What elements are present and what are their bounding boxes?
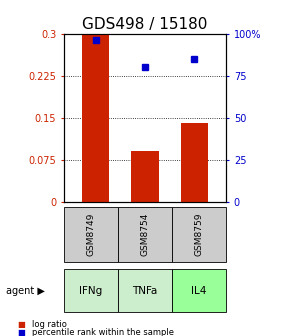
Text: GSM8754: GSM8754: [140, 213, 150, 256]
Text: percentile rank within the sample: percentile rank within the sample: [32, 328, 174, 336]
Text: ■: ■: [17, 328, 25, 336]
Text: IL4: IL4: [191, 286, 207, 296]
Text: log ratio: log ratio: [32, 320, 67, 329]
Bar: [131, 151, 159, 202]
Bar: [181, 123, 208, 202]
Text: GSM8759: GSM8759: [195, 213, 204, 256]
Bar: [82, 34, 109, 202]
Text: GSM8749: GSM8749: [86, 213, 95, 256]
Text: agent ▶: agent ▶: [6, 286, 45, 296]
Text: IFNg: IFNg: [79, 286, 102, 296]
Text: TNFa: TNFa: [132, 286, 158, 296]
Title: GDS498 / 15180: GDS498 / 15180: [82, 17, 208, 33]
Text: ■: ■: [17, 320, 25, 329]
